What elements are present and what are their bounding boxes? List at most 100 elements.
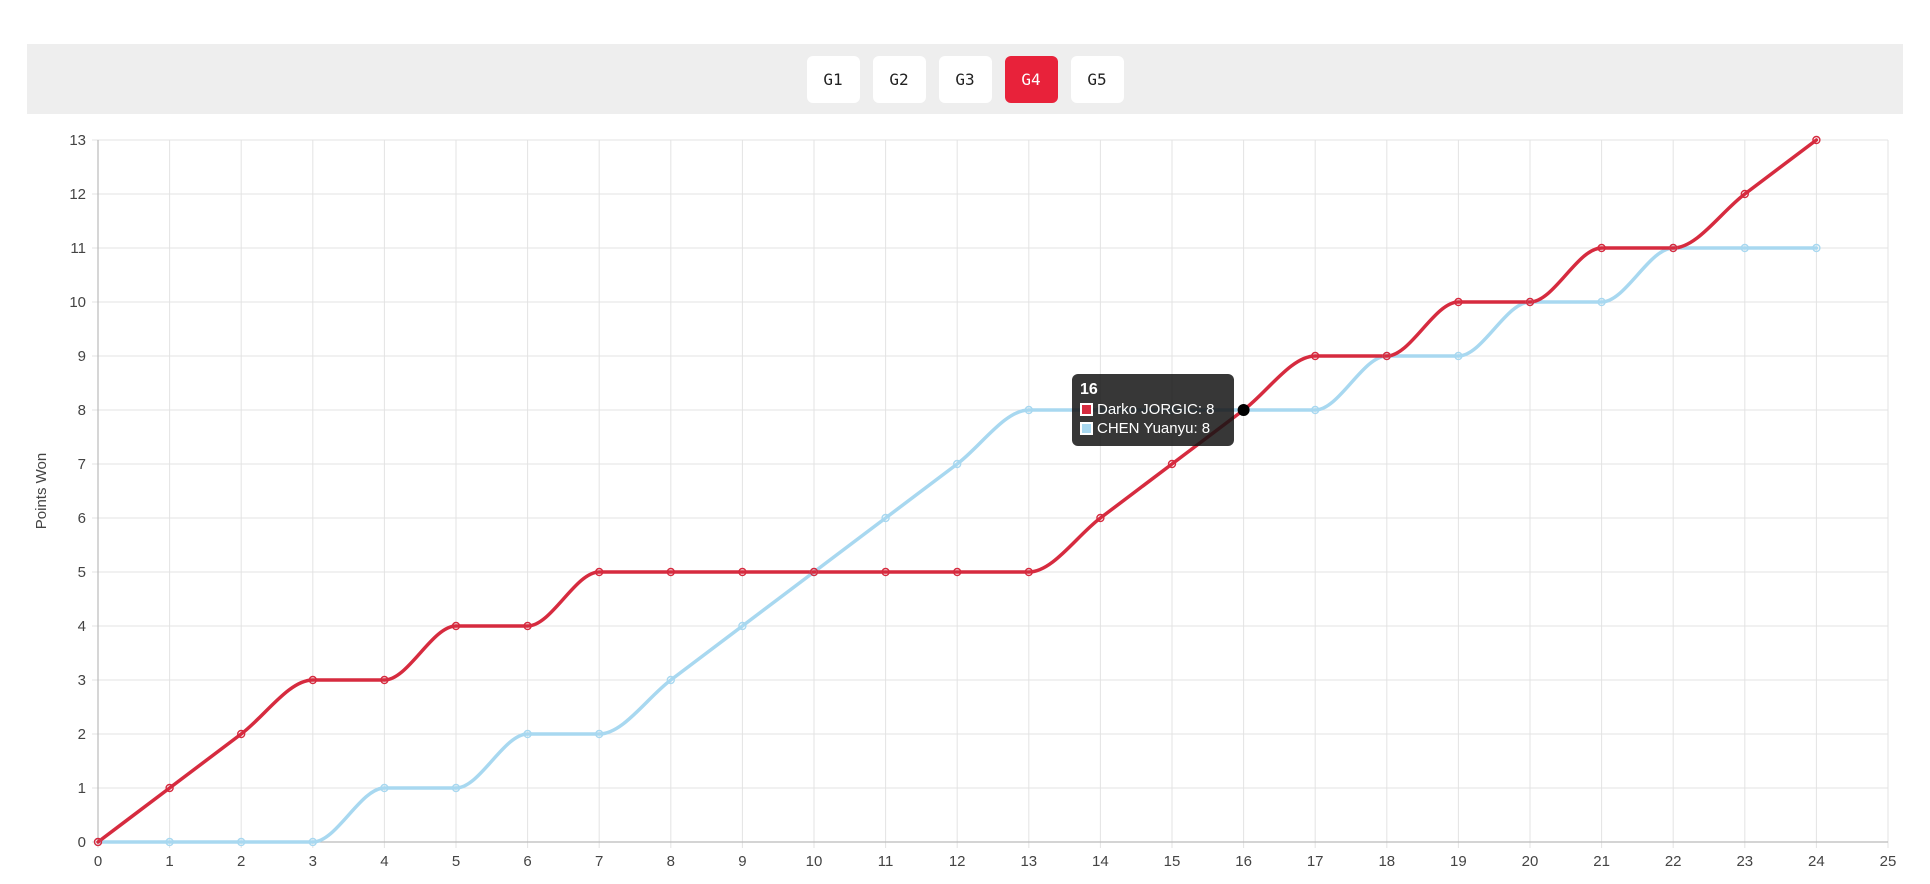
game-tab-bar: G1 G2 G3 G4 G5 <box>27 44 1903 114</box>
tooltip-row-jorgic: Darko JORGIC: 8 <box>1080 400 1226 419</box>
data-point-jorgic[interactable] <box>1668 243 1678 253</box>
tooltip-label-chen: CHEN Yuanyu: 8 <box>1097 420 1211 437</box>
data-point-jorgic[interactable] <box>1454 297 1463 307</box>
grid-lines <box>92 139 1889 848</box>
x-tick-label: 19 <box>1450 853 1467 870</box>
x-tick-label: 0 <box>94 853 102 870</box>
y-tick-label: 3 <box>78 672 86 689</box>
data-point-chen[interactable] <box>523 729 532 739</box>
data-point-chen[interactable] <box>308 837 317 847</box>
x-tick-label: 9 <box>738 853 746 870</box>
game-tab-g3[interactable]: G3 <box>938 55 992 103</box>
y-tick-label: 11 <box>70 240 86 257</box>
data-point-jorgic[interactable] <box>666 567 675 577</box>
x-tick-label: 8 <box>667 853 675 870</box>
data-point-jorgic[interactable] <box>93 837 103 847</box>
x-tick-label: 21 <box>1593 853 1610 870</box>
data-point-jorgic[interactable] <box>451 621 461 631</box>
data-point-jorgic[interactable] <box>1740 189 1750 199</box>
x-tick-label: 12 <box>949 853 966 870</box>
data-point-chen[interactable] <box>380 783 389 793</box>
x-tick-label: 23 <box>1736 853 1753 870</box>
data-point-chen[interactable] <box>1812 243 1821 253</box>
y-tick-label: 7 <box>78 456 86 473</box>
y-tick-label: 12 <box>69 186 86 203</box>
data-point-chen[interactable] <box>1024 405 1034 415</box>
x-tick-label: 24 <box>1808 853 1825 870</box>
game-tab-g2[interactable]: G2 <box>872 55 926 103</box>
x-tick-label: 3 <box>309 853 317 870</box>
x-tick-label: 10 <box>806 853 823 870</box>
x-tick-label: 4 <box>380 853 388 870</box>
data-point-jorgic[interactable] <box>738 567 747 577</box>
y-tick-label: 9 <box>78 348 86 365</box>
data-point-jorgic[interactable] <box>523 621 532 631</box>
game-tab-g5[interactable]: G5 <box>1070 55 1124 103</box>
data-point-jorgic[interactable] <box>1310 351 1320 361</box>
data-point-jorgic[interactable] <box>881 567 890 577</box>
data-point-jorgic[interactable] <box>1597 243 1606 253</box>
x-tick-label: 2 <box>237 853 245 870</box>
y-tick-label: 5 <box>78 564 86 581</box>
data-point-chen[interactable] <box>953 459 962 469</box>
data-point-chen[interactable] <box>1740 243 1750 253</box>
y-tick-label: 6 <box>78 510 86 527</box>
x-tick-label: 11 <box>878 853 894 870</box>
data-point-chen[interactable] <box>595 729 604 739</box>
data-point-jorgic[interactable] <box>953 567 962 577</box>
x-tick-label: 16 <box>1235 853 1252 870</box>
data-point-jorgic[interactable] <box>1525 297 1535 307</box>
y-tick-label: 8 <box>78 402 86 419</box>
data-point-chen[interactable] <box>1454 351 1463 361</box>
data-point-chen[interactable] <box>236 837 246 847</box>
tooltip-label-jorgic: Darko JORGIC: 8 <box>1097 401 1215 418</box>
data-point-jorgic[interactable] <box>1024 567 1034 577</box>
data-point-chen[interactable] <box>451 783 461 793</box>
y-tick-label: 0 <box>78 834 86 851</box>
data-point-jorgic[interactable] <box>1096 513 1105 523</box>
data-point-jorgic[interactable] <box>308 675 317 685</box>
x-tick-label: 22 <box>1665 853 1682 870</box>
legend-swatch-chen <box>1080 422 1093 435</box>
data-point-jorgic[interactable] <box>1382 351 1392 361</box>
x-tick-label: 25 <box>1880 853 1897 870</box>
data-point-jorgic[interactable] <box>1167 459 1177 469</box>
data-point-chen[interactable] <box>1310 405 1320 415</box>
data-point-jorgic[interactable] <box>1812 135 1821 145</box>
x-tick-label: 5 <box>452 853 460 870</box>
data-point-jorgic[interactable] <box>165 783 174 793</box>
data-point-chen[interactable] <box>881 513 890 523</box>
data-point-chen[interactable] <box>165 837 174 847</box>
y-tick-label: 13 <box>69 132 86 149</box>
data-point-jorgic[interactable] <box>380 675 389 685</box>
tooltip-title: 16 <box>1080 381 1098 398</box>
x-tick-label: 1 <box>165 853 173 870</box>
data-point-jorgic[interactable] <box>1237 404 1250 416</box>
tick-labels: 0 1 2 3 4 5 6 7 8 9 10 11 12 13 14 15 16 17 18 19 20 21 22 23 24… <box>69 132 1896 870</box>
series-points[interactable] <box>93 135 1821 847</box>
x-tick-label: 13 <box>1020 853 1037 870</box>
x-tick-label: 20 <box>1522 853 1539 870</box>
chart-tooltip: 16 Darko JORGIC: 8 CHEN Yuanyu: 8 <box>1072 374 1234 446</box>
x-tick-label: 15 <box>1164 853 1181 870</box>
data-point-chen[interactable] <box>1597 297 1606 307</box>
x-tick-label: 7 <box>595 853 603 870</box>
axes <box>97 140 1888 843</box>
data-point-chen[interactable] <box>666 675 675 685</box>
game-tab-g1[interactable]: G1 <box>806 55 860 103</box>
y-tick-label: 10 <box>69 294 86 311</box>
x-tick-label: 14 <box>1092 853 1109 870</box>
data-point-jorgic[interactable] <box>595 567 604 577</box>
x-tick-label: 6 <box>523 853 531 870</box>
y-tick-label: 1 <box>78 780 86 797</box>
x-tick-label: 18 <box>1378 853 1395 870</box>
data-point-jorgic[interactable] <box>809 567 819 577</box>
y-tick-label: 4 <box>78 618 86 635</box>
y-axis-title: Points Won <box>33 453 50 529</box>
data-point-jorgic[interactable] <box>236 729 246 739</box>
game-tab-g4[interactable]: G4 <box>1004 55 1058 103</box>
y-tick-label: 2 <box>78 726 86 743</box>
tooltip-row-chen: CHEN Yuanyu: 8 <box>1080 419 1226 438</box>
data-point-chen[interactable] <box>738 621 747 631</box>
